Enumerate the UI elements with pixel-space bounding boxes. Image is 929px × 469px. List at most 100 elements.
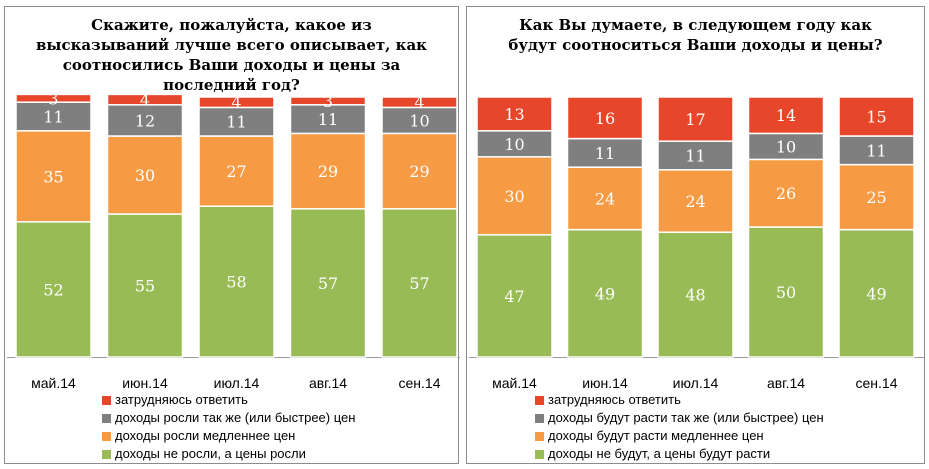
data-label: 30: [135, 166, 155, 185]
data-label: 10: [776, 137, 796, 156]
data-label: 13: [504, 105, 524, 124]
data-label: 11: [595, 144, 615, 163]
legend-item: доходы росли так же (или быстрее) цен: [102, 409, 355, 427]
data-label: 11: [226, 113, 246, 132]
bar-segment-struggle: [15, 93, 92, 103]
data-label: 4: [231, 93, 241, 112]
bar-segment-no_growth: [106, 213, 184, 358]
stacked-bar-chart: 47 30 10 13 май.14 49 24 11 16 июн.14 48 24 11 17 июл.…: [469, 96, 925, 391]
stacked-bar-chart: 5235113май.145530124июн.145827114июл.145…: [7, 89, 460, 391]
data-label: 48: [685, 286, 705, 305]
data-label: 24: [685, 192, 705, 211]
x-tick-label: июн.14: [122, 375, 168, 391]
data-label: 49: [595, 284, 615, 303]
data-label: 11: [685, 147, 705, 166]
x-tick-label: июл.14: [214, 375, 260, 391]
chart-legend: затрудняюсь ответить доходы будут расти т…: [535, 391, 824, 463]
data-label: 35: [43, 167, 63, 186]
x-tick-label: май.14: [31, 375, 76, 391]
legend-swatch: [535, 449, 544, 459]
data-label: 10: [409, 111, 429, 130]
data-label: 30: [504, 187, 524, 206]
bar-segment-slower: [747, 158, 825, 228]
legend-swatch: [102, 431, 111, 441]
legend-label: доходы росли медленнее цен: [115, 428, 296, 443]
bar-segment-same_or_faster: [476, 130, 553, 158]
bar-segment-same_or_faster: [747, 132, 825, 161]
bar-segment-struggle: [381, 96, 458, 109]
legend-item: затрудняюсь ответить: [102, 391, 355, 409]
legend-swatch: [102, 395, 111, 405]
bar-segment-slower: [838, 163, 915, 231]
x-tick-label: май.14: [492, 375, 537, 391]
data-label: 11: [43, 108, 63, 127]
data-label: 29: [318, 162, 338, 181]
data-label: 14: [776, 106, 796, 125]
data-label: 27: [226, 162, 246, 181]
legend-label: затрудняюсь ответить: [115, 392, 248, 407]
legend-label: доходы не будут, а цены будут расти: [548, 446, 771, 461]
data-label: 57: [409, 274, 429, 293]
x-tick-label: авг.14: [767, 375, 805, 391]
legend-item: затрудняюсь ответить: [535, 391, 824, 409]
bar-segment-struggle: [289, 96, 367, 106]
data-label: 15: [866, 108, 886, 127]
legend-swatch: [535, 431, 544, 441]
legend-label: доходы не росли, а цены росли: [115, 446, 306, 461]
legend-item: доходы не будут, а цены будут расти: [535, 445, 824, 463]
bar-segment-no_growth: [747, 226, 825, 358]
chart-title: Как Вы думаете, в следующем году как буд…: [508, 16, 883, 54]
data-label: 24: [595, 189, 615, 208]
chart-title: Скажите, пожалуйста, какое из высказыван…: [36, 16, 427, 94]
data-label: 16: [595, 109, 615, 128]
bar-segment-no_growth: [381, 208, 458, 358]
data-label: 25: [866, 188, 886, 207]
legend-item: доходы будут расти так же (или быстрее) …: [535, 409, 824, 427]
data-label: 26: [776, 184, 796, 203]
bar-segment-same_or_faster: [15, 101, 92, 132]
bar-segment-struggle: [476, 96, 553, 132]
legend-item: доходы не росли, а цены росли: [102, 445, 355, 463]
legend-label: доходы будут расти медленнее цен: [548, 428, 764, 443]
bar-segment-slower: [657, 169, 734, 233]
chart-panel-income-past-year: Скажите, пожалуйста, какое из высказыван…: [4, 6, 460, 464]
data-label: 29: [409, 162, 429, 181]
legend-swatch: [102, 449, 111, 459]
x-tick-label: июн.14: [582, 375, 628, 391]
legend-swatch: [535, 413, 544, 423]
legend-label: доходы будут расти так же (или быстрее) …: [548, 410, 824, 425]
bar-segment-slower: [566, 166, 644, 231]
legend-item: доходы росли медленнее цен: [102, 427, 355, 445]
legend-swatch: [102, 413, 111, 423]
bar-segment-slower: [381, 132, 458, 210]
bar-segment-no_growth: [15, 221, 92, 358]
bar-segment-no_growth: [198, 205, 275, 358]
legend-swatch: [535, 395, 544, 405]
data-label: 49: [866, 284, 886, 303]
bar-segment-struggle: [106, 93, 184, 106]
data-label: 47: [504, 287, 524, 306]
bar-segment-struggle: [747, 96, 825, 135]
bar-segment-same_or_faster: [381, 106, 458, 135]
chart-panel-income-next-year: Как Вы думаете, в следующем году как буд…: [466, 6, 925, 464]
bar-segment-same_or_faster: [198, 106, 275, 137]
chart-legend: затрудняюсь ответить доходы росли так же …: [102, 391, 355, 463]
legend-item: доходы будут расти медленнее цен: [535, 427, 824, 445]
data-label: 12: [135, 111, 155, 130]
x-tick-label: июл.14: [673, 375, 719, 391]
bar-segment-no_growth: [657, 231, 734, 358]
data-label: 11: [866, 141, 886, 160]
bar-segment-no_growth: [476, 234, 553, 358]
data-label: 55: [135, 277, 155, 296]
data-label: 50: [776, 283, 796, 302]
data-label: 17: [685, 110, 705, 129]
data-label: 58: [226, 273, 246, 292]
bar-segment-struggle: [838, 96, 915, 137]
data-label: 57: [318, 274, 338, 293]
data-label: 3: [48, 89, 58, 108]
bar-segment-slower: [106, 135, 184, 215]
data-label: 11: [318, 110, 338, 129]
bar-segment-slower: [476, 156, 553, 236]
x-tick-label: сен.14: [399, 375, 441, 391]
data-label: 4: [140, 91, 150, 110]
